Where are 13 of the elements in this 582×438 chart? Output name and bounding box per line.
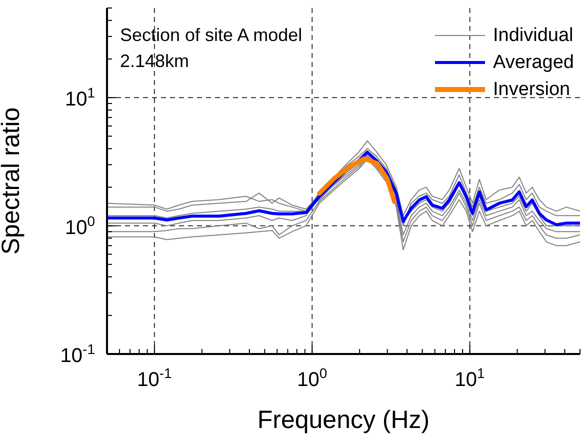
legend-label: Averaged	[493, 51, 574, 75]
annotation: Section of site A model	[120, 24, 302, 47]
x-tick-label: 10$^{1}$	[454, 365, 486, 391]
y-tick-label: 10$^{0}$	[64, 212, 96, 239]
x-tick-label: 10$^{-1}$	[137, 365, 172, 391]
x-axis-title: Frequency (Hz)	[257, 406, 430, 434]
x-tick-label: 10$^{0}$	[297, 365, 328, 391]
y-tick-label: 10$^{1}$	[64, 84, 96, 111]
y-axis-title: Spectral ratio	[0, 107, 25, 255]
legend-label: Individual	[493, 24, 574, 48]
y-tick-label: 10$^{-1}$	[60, 341, 96, 367]
annotation: 2.148km	[120, 50, 190, 73]
legend-label: Inversion	[493, 78, 570, 102]
